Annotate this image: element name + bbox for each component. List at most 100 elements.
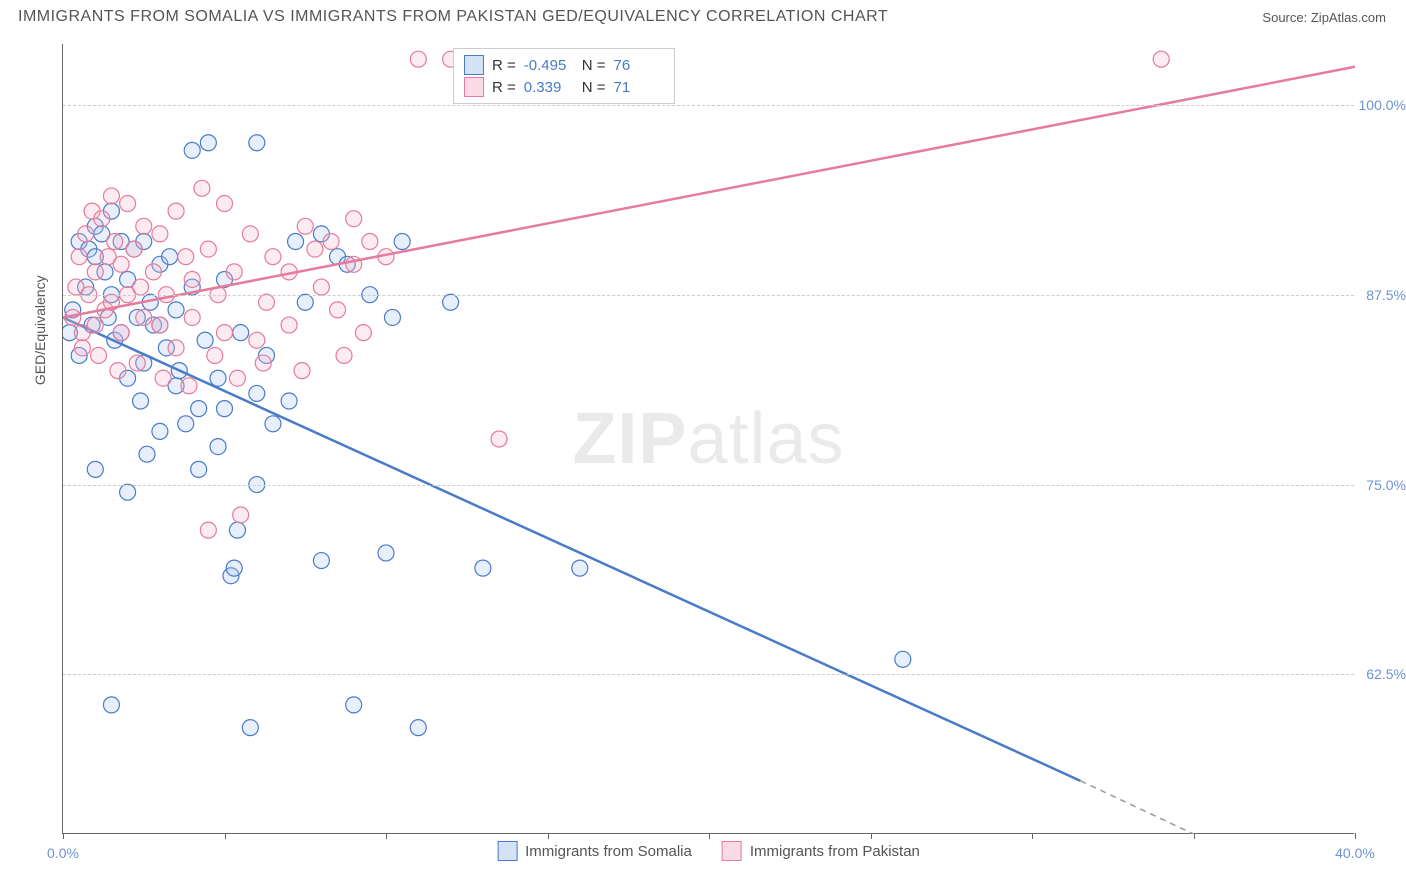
scatter-point (184, 309, 200, 325)
r-value: -0.495 (524, 57, 574, 74)
n-label: N = (582, 57, 606, 74)
source-name: ZipAtlas.com (1311, 10, 1386, 25)
scatter-point (217, 401, 233, 417)
trend-line-dashed (1080, 781, 1258, 834)
scatter-point (281, 393, 297, 409)
scatter-point (288, 234, 304, 250)
legend-swatch (464, 55, 484, 75)
gridline-h (63, 674, 1354, 675)
scatter-point (226, 560, 242, 576)
scatter-point (126, 241, 142, 257)
scatter-point (191, 461, 207, 477)
scatter-point (78, 226, 94, 242)
scatter-point (200, 241, 216, 257)
xtick (1032, 833, 1033, 839)
scatter-point (107, 234, 123, 250)
scatter-point (103, 188, 119, 204)
scatter-point (217, 325, 233, 341)
scatter-point (184, 271, 200, 287)
ytick-label: 75.0% (1366, 477, 1406, 493)
scatter-point (443, 294, 459, 310)
scatter-point (178, 416, 194, 432)
scatter-point (217, 196, 233, 212)
bottom-legend-item: Immigrants from Pakistan (722, 841, 920, 861)
gridline-h (63, 485, 1354, 486)
scatter-point (307, 241, 323, 257)
xtick (548, 833, 549, 839)
chart-title: IMMIGRANTS FROM SOMALIA VS IMMIGRANTS FR… (18, 8, 888, 26)
xtick (871, 833, 872, 839)
scatter-point (168, 302, 184, 318)
scatter-point (242, 226, 258, 242)
bottom-legend-label: Immigrants from Somalia (525, 843, 692, 860)
scatter-point (1153, 51, 1169, 67)
scatter-point (346, 256, 362, 272)
ytick-label: 87.5% (1366, 287, 1406, 303)
source-attribution: Source: ZipAtlas.com (1262, 10, 1386, 25)
legend-swatch (497, 841, 517, 861)
r-label: R = (492, 57, 516, 74)
scatter-point (249, 332, 265, 348)
scatter-point (281, 317, 297, 333)
scatter-point (249, 385, 265, 401)
scatter-point (491, 431, 507, 447)
scatter-point (87, 461, 103, 477)
xtick-label: 40.0% (1335, 845, 1375, 861)
scatter-point (313, 279, 329, 295)
legend-stats-box: R =-0.495N =76R =0.339N =71 (453, 48, 675, 104)
scatter-point (410, 720, 426, 736)
scatter-point (233, 325, 249, 341)
scatter-point (336, 347, 352, 363)
scatter-point (378, 545, 394, 561)
scatter-point (229, 522, 245, 538)
scatter-point (152, 423, 168, 439)
scatter-point (200, 135, 216, 151)
scatter-point (255, 355, 271, 371)
legend-swatch (464, 77, 484, 97)
scatter-point (207, 347, 223, 363)
legend-swatch (722, 841, 742, 861)
scatter-point (194, 180, 210, 196)
scatter-point (184, 142, 200, 158)
scatter-point (297, 294, 313, 310)
xtick (1194, 833, 1195, 839)
scatter-point (346, 697, 362, 713)
scatter-point (475, 560, 491, 576)
ytick-label: 100.0% (1359, 97, 1406, 113)
xtick (709, 833, 710, 839)
r-value: 0.339 (524, 79, 574, 96)
scatter-point (91, 347, 107, 363)
scatter-point (323, 234, 339, 250)
scatter-point (178, 249, 194, 265)
chart-svg (63, 44, 1355, 834)
scatter-point (384, 309, 400, 325)
scatter-point (168, 203, 184, 219)
scatter-point (265, 249, 281, 265)
scatter-point (181, 378, 197, 394)
gridline-h (63, 295, 1354, 296)
scatter-point (145, 264, 161, 280)
scatter-point (346, 211, 362, 227)
bottom-legend-item: Immigrants from Somalia (497, 841, 692, 861)
xtick (1355, 833, 1356, 839)
scatter-point (136, 309, 152, 325)
scatter-point (87, 264, 103, 280)
bottom-legend-label: Immigrants from Pakistan (750, 843, 920, 860)
scatter-point (226, 264, 242, 280)
scatter-point (362, 234, 378, 250)
gridline-h (63, 105, 1354, 106)
scatter-point (113, 325, 129, 341)
plot-area: ZIPatlas R =-0.495N =76R =0.339N =71 Imm… (62, 44, 1354, 834)
scatter-point (265, 416, 281, 432)
xtick (225, 833, 226, 839)
y-axis-title: GED/Equivalency (32, 275, 48, 385)
scatter-point (74, 340, 90, 356)
scatter-point (410, 51, 426, 67)
scatter-point (94, 211, 110, 227)
legend-row: R =-0.495N =76 (464, 55, 664, 75)
r-label: R = (492, 79, 516, 96)
xtick (386, 833, 387, 839)
scatter-point (152, 226, 168, 242)
scatter-point (168, 340, 184, 356)
scatter-point (87, 317, 103, 333)
